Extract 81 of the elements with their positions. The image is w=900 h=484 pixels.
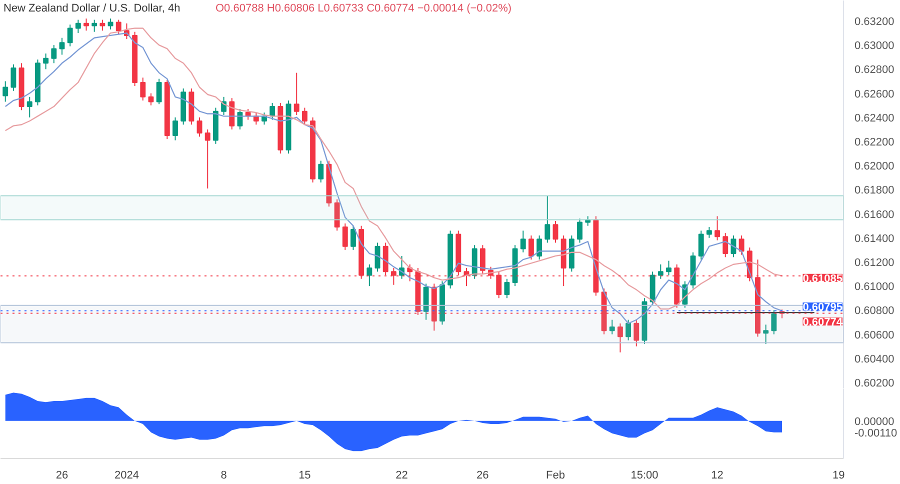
candlestick	[577, 218, 582, 244]
candlestick	[658, 264, 664, 280]
candlestick	[100, 19, 106, 32]
y-tick-label: 0.61800	[854, 184, 894, 197]
y-tick-label: 0.60600	[854, 329, 894, 342]
y-tick-label: 0.00000	[854, 416, 894, 428]
candlestick	[26, 96, 32, 118]
y-tick-label: 0.61200	[854, 256, 894, 269]
candlestick	[730, 234, 736, 258]
ref-line-label: 0.61085	[802, 272, 843, 285]
y-tick-label: 0.60800	[854, 305, 894, 318]
candlestick	[738, 234, 744, 256]
y-tick-label: 0.62400	[854, 112, 894, 124]
candlestick	[350, 225, 356, 250]
candlestick	[51, 44, 57, 64]
candlestick	[156, 78, 162, 105]
candlestick	[342, 222, 348, 250]
x-tick-label: 22	[396, 470, 408, 482]
candlestick	[75, 19, 81, 34]
candlestick	[302, 107, 308, 126]
candlestick	[294, 72, 300, 116]
candlestick	[318, 160, 324, 183]
candlestick	[204, 128, 210, 189]
x-tick-label: 26	[476, 470, 489, 482]
candlestick	[2, 80, 8, 102]
candlestick	[609, 319, 615, 335]
candlestick	[270, 102, 276, 120]
candlestick	[116, 19, 122, 35]
candlestick	[366, 264, 372, 287]
candlestick	[585, 216, 591, 226]
chart-title: New Zealand Dollar / U.S. Dollar, 4h	[4, 2, 180, 14]
candlestick	[698, 230, 704, 260]
y-tick-label: 0.63000	[854, 40, 894, 52]
candlestick	[666, 260, 672, 276]
candlestick	[706, 226, 712, 238]
candlestick	[237, 108, 243, 130]
y-tick-label: 0.62800	[854, 64, 894, 76]
x-tick-label: 15:00	[630, 470, 658, 482]
candlestick	[771, 310, 777, 335]
y-tick-label: 0.63200	[854, 16, 894, 28]
candlestick	[544, 195, 550, 244]
candlestick	[714, 216, 720, 241]
candlestick	[536, 234, 542, 260]
candlestick	[763, 324, 769, 344]
x-tick-label: 19	[832, 470, 845, 482]
candlestick	[617, 322, 623, 353]
y-tick-label: 0.60200	[854, 377, 894, 390]
x-tick-label: 15	[298, 470, 311, 482]
y-tick-label: 0.61400	[854, 232, 894, 245]
candlestick	[67, 24, 73, 47]
candlestick	[552, 220, 558, 244]
candlestick	[196, 116, 202, 138]
x-tick-label: 8	[220, 470, 227, 482]
candlestick	[626, 319, 632, 341]
candlestick	[92, 19, 98, 32]
candlestick	[59, 37, 65, 56]
candlestick	[480, 244, 486, 275]
x-tick-label: Feb	[546, 470, 565, 482]
candlestick	[634, 319, 640, 347]
candlestick	[172, 116, 178, 141]
x-tick-label: 2024	[114, 470, 139, 482]
candlestick	[528, 234, 534, 260]
candlestick	[221, 96, 227, 116]
y-tick-label: 0.62600	[854, 88, 894, 100]
x-tick-label: 26	[56, 470, 68, 482]
chart-subtitle: O0.60788 H0.60806 L0.60733 C0.60774 −0.00014 (−0.02%)	[216, 2, 512, 14]
candlestick	[504, 278, 510, 299]
y-tick-label: 0.61000	[854, 281, 894, 294]
candlestick	[10, 64, 16, 92]
y-tick-label: 0.62200	[854, 136, 894, 148]
y-tick-label: -0.00110	[854, 427, 898, 440]
candlestick	[722, 232, 728, 258]
candlestick	[43, 53, 49, 70]
candlestick	[140, 77, 146, 102]
candlestick	[84, 18, 89, 32]
x-tick-label: 12	[711, 470, 724, 482]
candlestick	[520, 230, 526, 253]
candlestick	[108, 18, 114, 30]
y-tick-label: 0.61600	[854, 208, 894, 221]
y-tick-label: 0.62000	[854, 160, 894, 173]
y-tick-label: 0.60400	[854, 353, 894, 366]
